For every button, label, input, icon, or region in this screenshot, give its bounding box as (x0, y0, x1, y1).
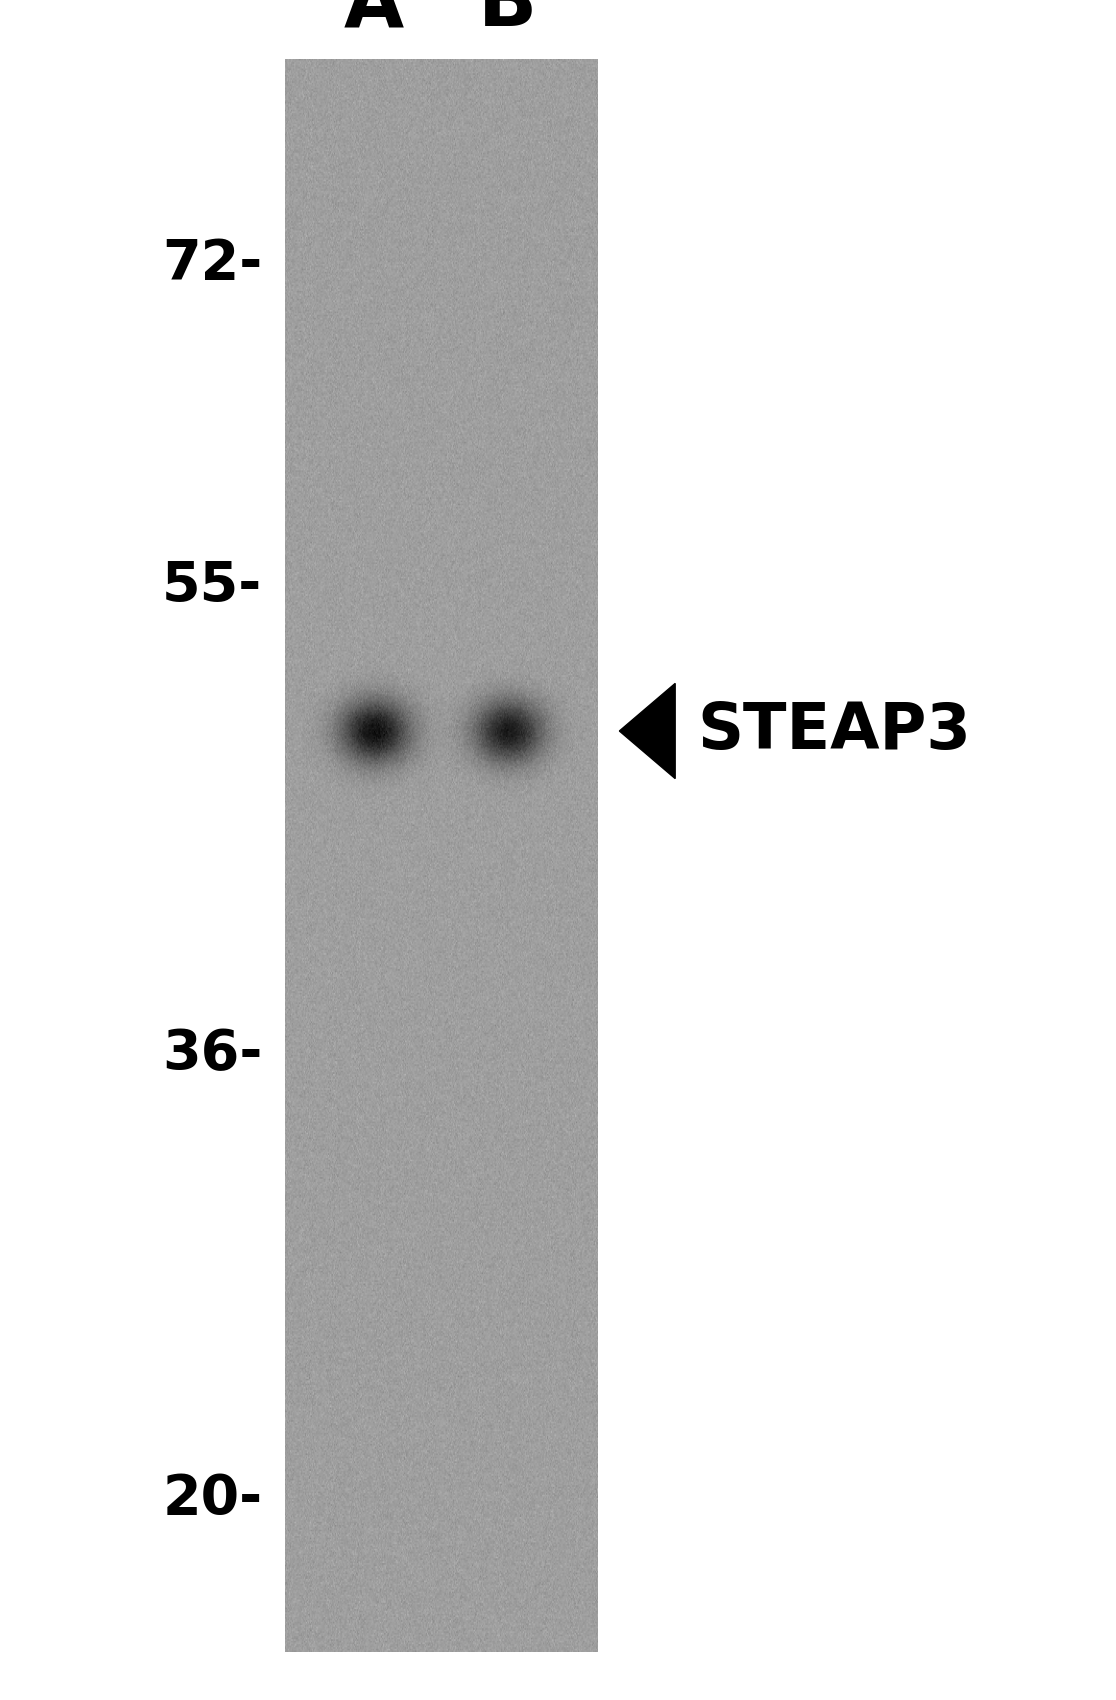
Text: STEAP3: STEAP3 (698, 700, 971, 762)
Text: 55-: 55- (162, 559, 262, 614)
Text: B: B (478, 0, 538, 42)
Text: 36-: 36- (162, 1027, 262, 1081)
Text: 72-: 72- (162, 236, 262, 291)
Text: A: A (344, 0, 404, 42)
Text: 20-: 20- (162, 1472, 262, 1527)
Polygon shape (619, 683, 675, 779)
